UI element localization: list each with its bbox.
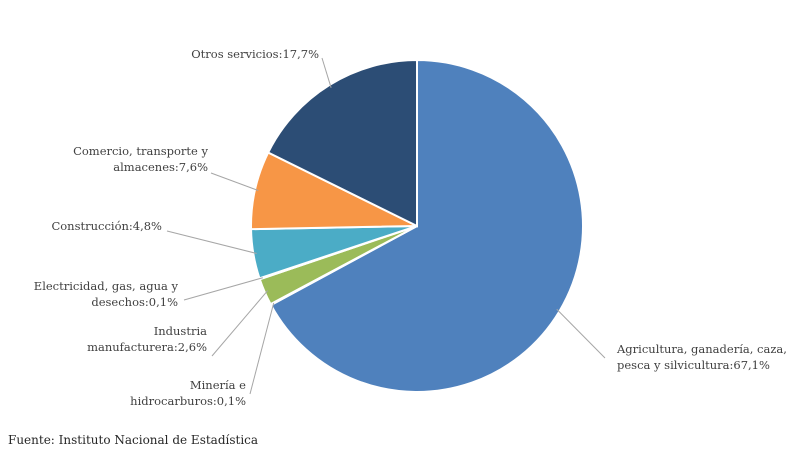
slice-label-line: Construcción:4,8%	[51, 219, 162, 233]
slice-label: Minería e hidrocarburos:0,1%	[130, 378, 246, 408]
slice-label: Agricultura, ganadería, caza, pesca y sil…	[616, 342, 787, 372]
slice-label-line: Agricultura, ganadería, caza,	[616, 342, 787, 356]
slice-label-line: Minería e	[190, 378, 246, 392]
pie-slices	[250, 58, 584, 393]
leader-line	[166, 230, 257, 254]
leader-line	[249, 302, 275, 395]
slice-label-line: desechos:0,1%	[91, 295, 178, 309]
leader-lines	[166, 57, 606, 395]
leader-line	[556, 308, 606, 359]
slice-label-line: almacenes:7,6%	[113, 160, 208, 174]
slice-label: Otros servicios:17,7%	[191, 47, 319, 61]
leader-line	[211, 290, 269, 357]
slice-label-line: pesca y silvicultura:67,1%	[617, 358, 770, 372]
slice-label-line: hidrocarburos:0,1%	[130, 394, 246, 408]
slice-label: Electricidad, gas, agua y desechos:0,1%	[34, 279, 179, 309]
slice-label-line: Electricidad, gas, agua y	[34, 279, 179, 293]
leader-line	[183, 277, 263, 301]
slice-label-line: Otros servicios:17,7%	[191, 47, 319, 61]
leader-line	[321, 57, 332, 88]
data-labels: Agricultura, ganadería, caza, pesca y sil…	[34, 47, 787, 408]
source-note: Fuente: Instituto Nacional de Estadístic…	[8, 433, 259, 447]
slice-label-line: manufacturera:2,6%	[87, 340, 207, 354]
leader-line	[210, 172, 259, 191]
slice-label: Comercio, transporte y almacenes:7,6%	[73, 144, 208, 174]
slice-label: Construcción:4,8%	[51, 219, 162, 233]
pie-slice	[266, 58, 418, 228]
slice-label-line: Comercio, transporte y	[73, 144, 208, 158]
pie-slice	[269, 58, 584, 393]
slice-label: Industria manufacturera:2,6%	[87, 324, 207, 354]
slice-label-line: Industria	[154, 324, 207, 338]
